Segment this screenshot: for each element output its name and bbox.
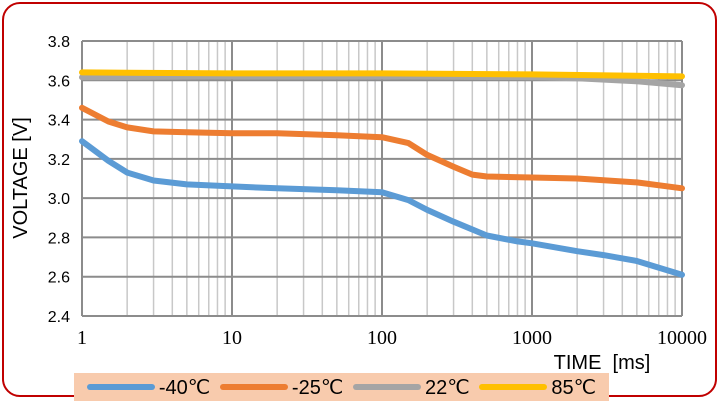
x-tick-label: 100: [367, 327, 397, 349]
series-line: [79, 69, 685, 80]
y-tick-label: 3.6: [48, 73, 70, 90]
y-tick-label: 3.0: [48, 191, 70, 208]
y-tick-label: 2.8: [48, 230, 70, 247]
series-line: [79, 138, 685, 278]
y-tick-label: 2.4: [48, 309, 70, 326]
y-axis-label: VOLTAGE [V]: [10, 117, 32, 239]
series-layer: [79, 69, 685, 278]
legend: -40℃ -25℃ 22℃ 85℃: [74, 373, 609, 401]
legend-label: -25℃: [291, 376, 344, 399]
legend-item: -40℃: [86, 375, 211, 400]
legend-swatch: [353, 384, 421, 390]
series-line: [79, 104, 685, 192]
tick-labels: 2.4 2.6 2.8 3.0 3.2 3.4 3.6 3.8 1 10 100 1000 10000: [48, 34, 707, 349]
x-tick-label: 1: [77, 327, 87, 349]
x-axis-label: TIME [ms]: [554, 352, 651, 374]
y-tick-label: 3.8: [48, 34, 70, 51]
legend-label: 85℃: [551, 376, 597, 399]
y-tick-label: 3.2: [48, 152, 70, 169]
y-tick-label: 2.6: [48, 270, 70, 287]
x-tick-label: 10: [222, 327, 242, 349]
legend-item: -25℃: [219, 375, 344, 400]
legend-item: 22℃: [353, 375, 470, 400]
major-gridlines: [81, 40, 683, 317]
legend-swatch: [479, 384, 548, 390]
legend-item: 85℃: [479, 375, 596, 400]
y-tick-label: 3.4: [48, 113, 70, 130]
legend-swatch: [86, 384, 155, 390]
legend-label: 22℃: [425, 376, 470, 399]
x-tick-label: 1000: [512, 327, 552, 349]
legend-label: -40℃: [158, 376, 211, 399]
x-tick-label: 10000: [657, 327, 707, 349]
legend-swatch: [219, 384, 288, 390]
